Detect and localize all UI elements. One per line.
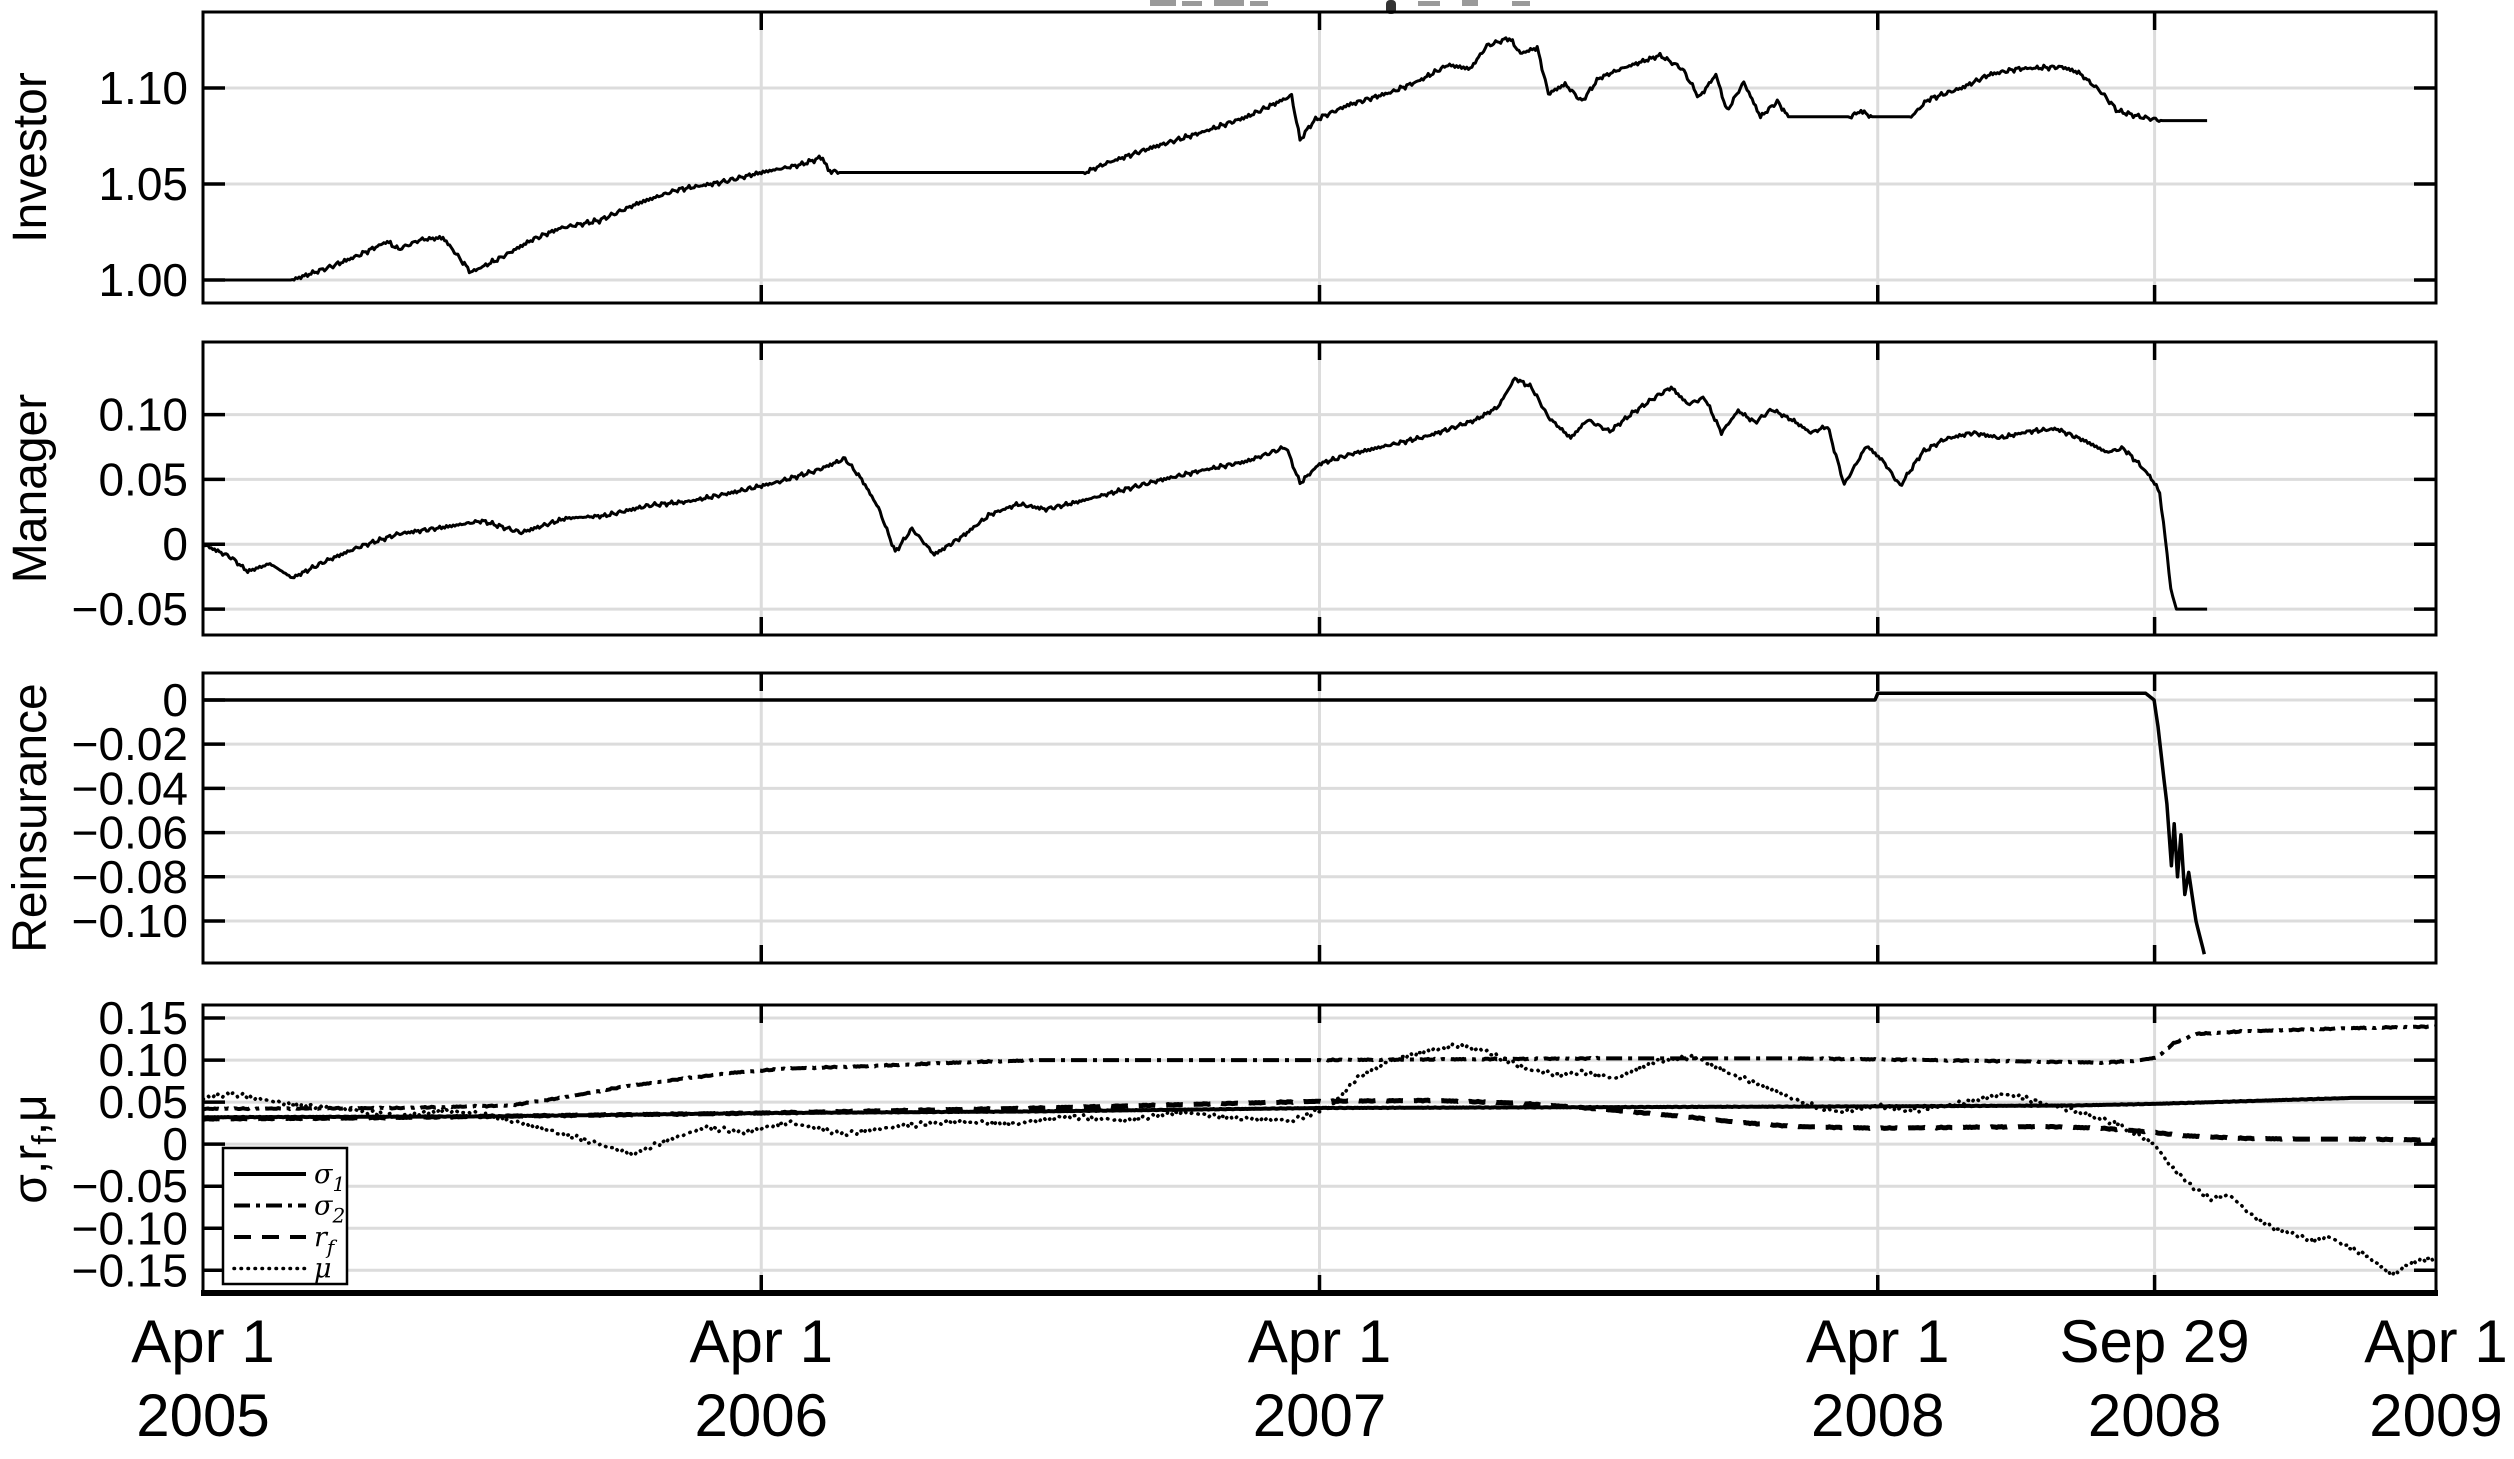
ylabel-reinsurance: Reinsurance — [4, 683, 57, 952]
ytick-label-reinsurance: 0 — [162, 674, 188, 726]
clipped-title-fragment — [1418, 1, 1440, 6]
ytick-label-investor: 1.05 — [98, 158, 188, 210]
ytick-label-investor: 1.10 — [98, 62, 188, 114]
ytick-label-reinsurance: −0.02 — [72, 718, 188, 770]
tick-marks-manager — [203, 342, 2436, 635]
xtick-label-line2: 2005 — [136, 1382, 269, 1449]
series-reinsurance-line — [203, 691, 2207, 955]
ytick-label-rates: −0.15 — [72, 1244, 188, 1296]
ytick-label-rates: 0.15 — [98, 992, 188, 1044]
clipped-title-fragment — [1150, 0, 1176, 6]
xtick-label-line1: Apr 1 — [1248, 1308, 1391, 1375]
panel-rates: 0.150.100.050−0.05−0.10−0.15σ,rf,μ — [4, 992, 2438, 1296]
xtick-label-line2: 2009 — [2369, 1382, 2502, 1449]
clipped-title-fragment — [1182, 1, 1202, 6]
xtick-label-line1: Sep 29 — [2060, 1308, 2250, 1375]
legend-item-mu: μ — [232, 1254, 332, 1285]
ylabel-rates: σ,rf,μ — [4, 1094, 64, 1203]
ytick-label-rates: 0.05 — [98, 1076, 188, 1128]
panel-investor: 1.10 1.05 1.00 Investor — [4, 10, 2438, 306]
panel-manager: 0.10 0.05 0 −0.05 Manager — [4, 340, 2438, 637]
ytick-label-manager: 0 — [162, 518, 188, 570]
legend-label-sigma1: σ1 — [314, 1159, 345, 1196]
clipped-title-fragment — [1512, 1, 1530, 6]
series-group-manager — [203, 376, 2208, 611]
ytick-label-rates: −0.05 — [72, 1160, 188, 1212]
xtick-label-line1: Apr 1 — [131, 1308, 274, 1375]
xtick-label-line2: 2008 — [1811, 1382, 1944, 1449]
xtick-label-line2: 2008 — [2088, 1382, 2221, 1449]
legend-box — [221, 1146, 349, 1286]
ytick-label-rates: −0.10 — [72, 1202, 188, 1254]
xtick-label-line2: 2007 — [1253, 1382, 1386, 1449]
series-group-reinsurance — [203, 691, 2207, 955]
series-rf-line — [203, 1097, 2436, 1143]
x-axis-labels: Apr 1 2005 Apr 1 2006 Apr 1 2007 Apr 1 2008 Sep … — [131, 1308, 2507, 1449]
gridlines-investor — [203, 12, 2436, 303]
clipped-title-fragment — [1250, 1, 1268, 6]
ytick-label-manager: 0.10 — [98, 389, 188, 441]
xtick-label-line1: Apr 1 — [1806, 1308, 1949, 1375]
ylabel-investor: Investor — [4, 72, 57, 243]
clipped-title-fragment — [1214, 0, 1244, 6]
series-group-investor — [203, 36, 2208, 282]
legend-item-sigma2: σ2 — [234, 1191, 345, 1228]
ytick-label-reinsurance: −0.06 — [72, 807, 188, 859]
gridlines-reinsurance — [203, 673, 2436, 963]
ylabel-manager: Manager — [4, 394, 57, 583]
series-sigma2-line — [203, 1024, 2436, 1112]
gridlines-manager — [203, 342, 2436, 635]
xtick-label-line1: Apr 1 — [690, 1308, 833, 1375]
ytick-label-rates: 0 — [162, 1118, 188, 1170]
series-investor-line — [203, 36, 2208, 282]
gridlines-rates — [203, 1005, 2436, 1293]
tick-marks-rates — [203, 1005, 2436, 1293]
series-group-rates — [203, 1024, 2436, 1278]
panel-reinsurance: 0−0.02−0.04−0.06−0.08−0.10 Reinsurance — [4, 671, 2438, 965]
series-manager-line — [203, 376, 2208, 611]
legend-label-sigma2: σ2 — [314, 1191, 345, 1228]
ytick-label-rates: 0.10 — [98, 1034, 188, 1086]
series-mu-line — [203, 1041, 2436, 1278]
ytick-label-reinsurance: −0.08 — [72, 851, 188, 903]
ytick-label-reinsurance: −0.04 — [72, 762, 188, 814]
xtick-label-line2: 2006 — [695, 1382, 828, 1449]
clipped-title-fragments — [1150, 0, 1530, 14]
xtick-label-line1: Apr 1 — [2364, 1308, 2507, 1375]
ytick-label-reinsurance: −0.10 — [72, 895, 188, 947]
ytick-label-investor: 1.00 — [98, 254, 188, 306]
tick-marks-reinsurance — [203, 673, 2436, 963]
legend-item-sigma1: σ1 — [234, 1159, 345, 1196]
clipped-title-fragment — [1462, 0, 1478, 6]
ytick-label-manager: −0.05 — [72, 583, 188, 635]
tick-marks-investor — [203, 12, 2436, 303]
ytick-label-manager: 0.05 — [98, 453, 188, 505]
legend-label-mu: μ — [314, 1254, 332, 1285]
